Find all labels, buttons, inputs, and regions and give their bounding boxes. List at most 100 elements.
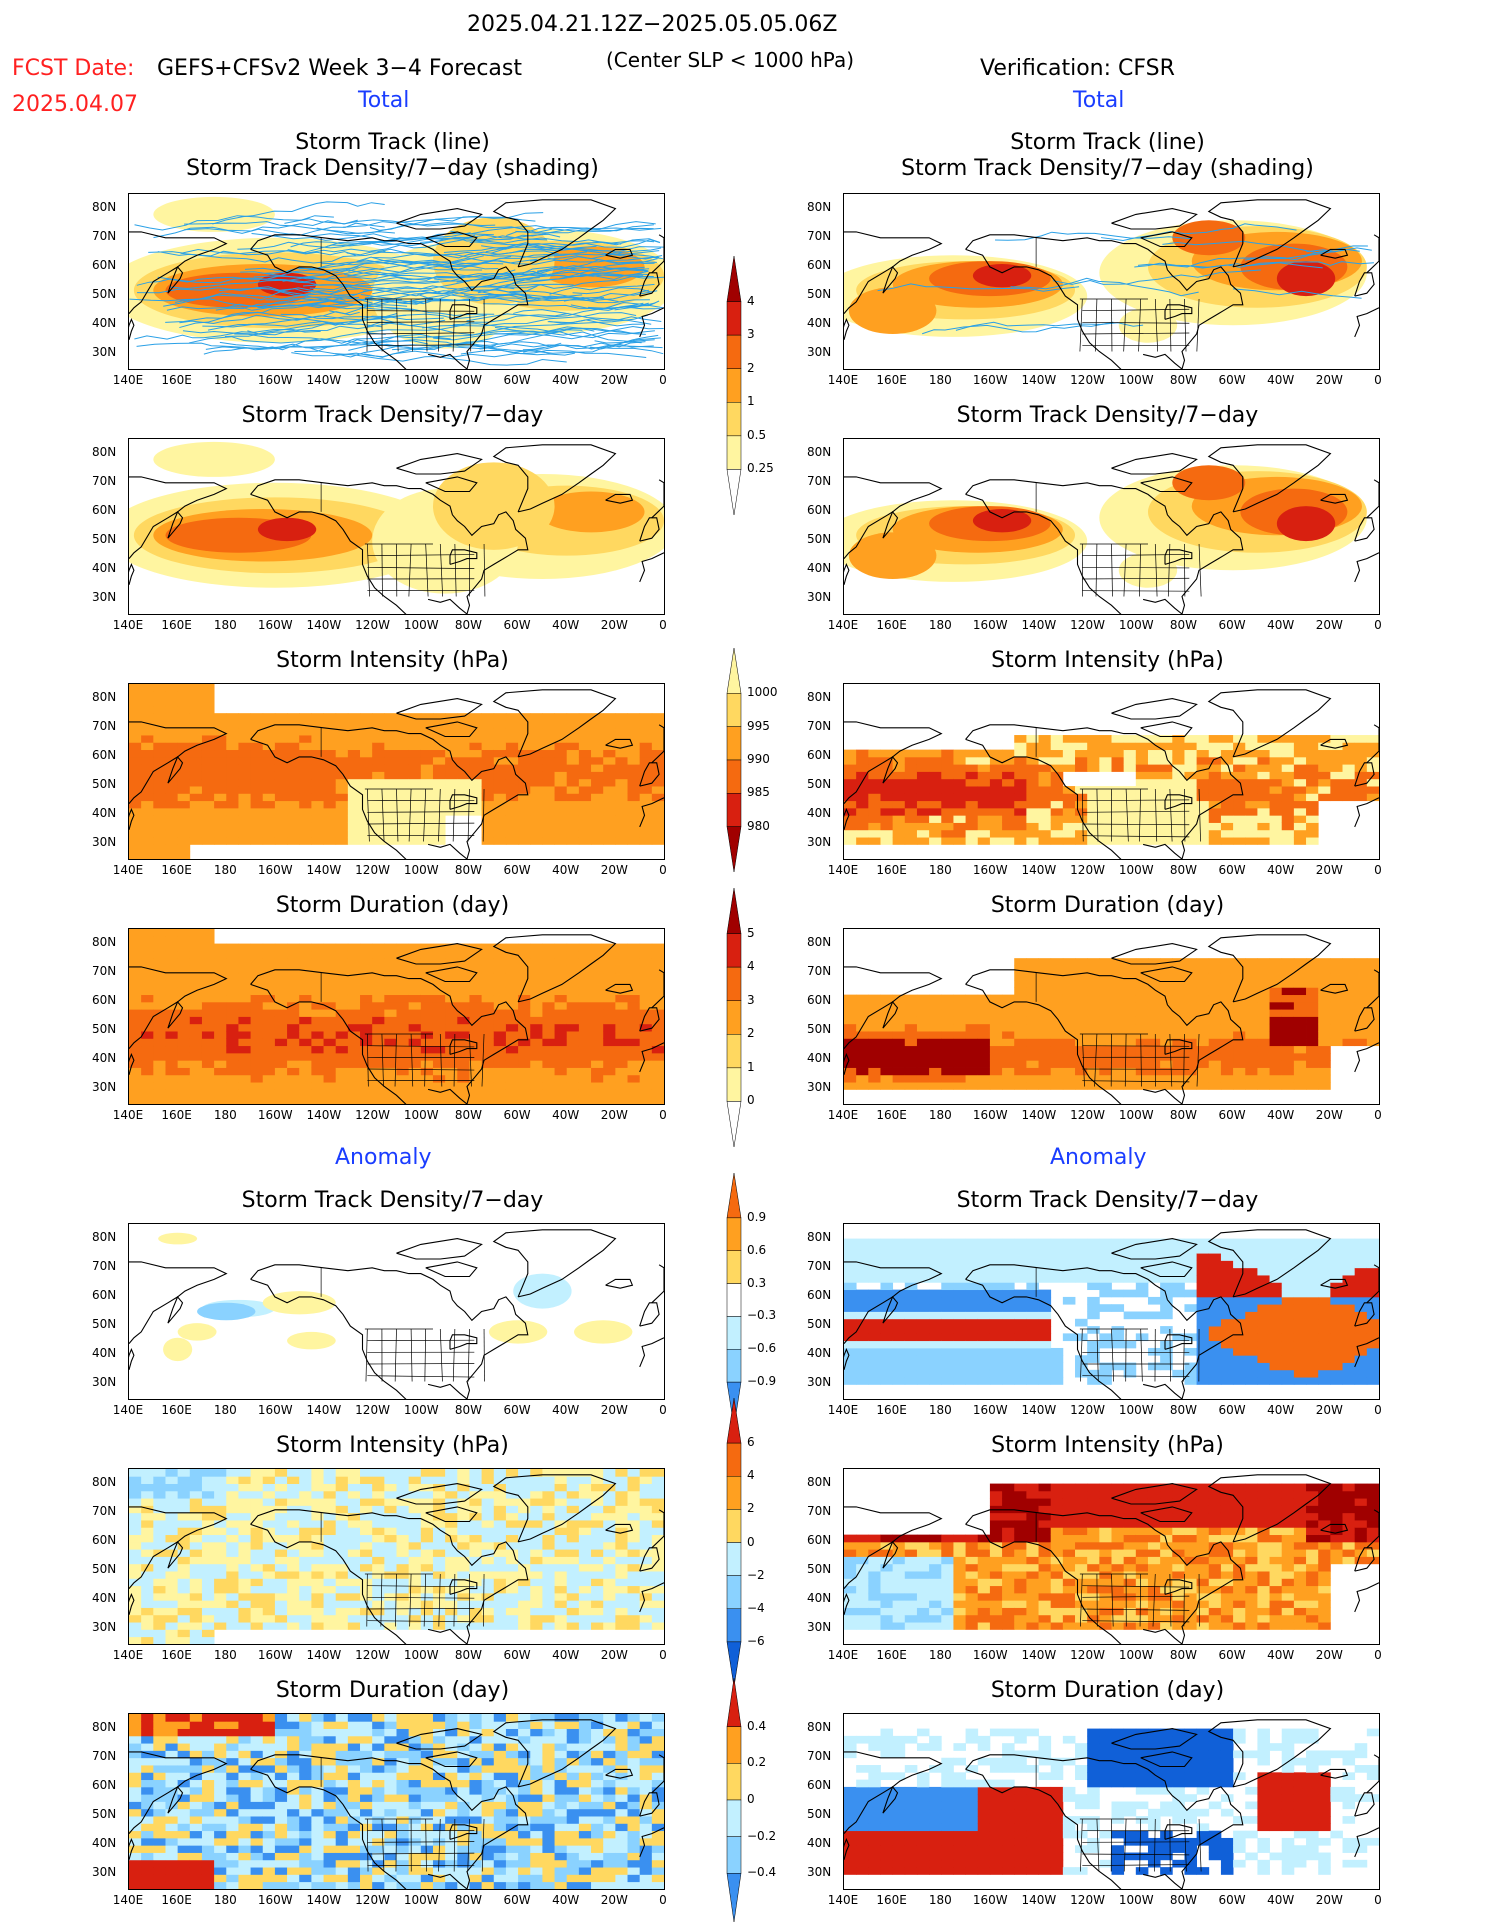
colorbar-intensity-anom: [726, 1397, 742, 1688]
lon-label: 80W: [454, 1403, 483, 1417]
panel-title-track-left: Storm Track (line) Storm Track Density/7−…: [186, 130, 599, 181]
lon-label: 160E: [161, 863, 192, 877]
lon-label: 140E: [827, 1403, 859, 1417]
panel-title-intensity-right: Storm Intensity (hPa): [991, 648, 1224, 673]
lon-label: 20W: [600, 1648, 628, 1662]
lon-label: 20W: [1315, 618, 1343, 632]
lon-label: 100W: [1118, 618, 1154, 632]
colorbar-intensity-anom-label: −4: [747, 1600, 765, 1615]
lon-label: 140W: [306, 373, 342, 387]
lat-label: 30N: [92, 1375, 117, 1390]
lat-label: 30N: [807, 1080, 832, 1095]
lon-label: 160E: [876, 863, 907, 877]
lat-label: 70N: [92, 228, 117, 243]
lon-label: 100W: [1118, 1403, 1154, 1417]
lat-label: 40N: [807, 561, 832, 576]
lat-label: 40N: [807, 1836, 832, 1851]
lon-label: 40W: [552, 373, 580, 387]
map-panel-track-forecast: [128, 193, 665, 370]
lon-label: 120W: [1070, 1108, 1105, 1122]
lat-label: 40N: [807, 316, 832, 331]
lat-label: 30N: [92, 835, 117, 850]
map-panel-duration-verification: [843, 928, 1380, 1105]
lon-label: 40W: [1267, 618, 1295, 632]
fcst-date: 2025.04.07: [12, 92, 138, 117]
lat-label: 40N: [92, 1051, 117, 1066]
lon-label: 80W: [1169, 618, 1198, 632]
lon-label: 0: [659, 373, 667, 387]
lat-label: 80N: [807, 1474, 832, 1489]
colorbar-intensity-total-label: 1000: [747, 685, 778, 700]
lon-label: 180: [928, 1648, 952, 1662]
map-panel-aintensity-forecast: [128, 1468, 665, 1645]
colorbar-density-total: [726, 255, 742, 516]
lat-label: 80N: [807, 1229, 832, 1244]
map-plot-adensity: [844, 1229, 1379, 1399]
lon-label: 160E: [876, 1403, 907, 1417]
lon-label: 20W: [1315, 1108, 1343, 1122]
lon-label: 0: [1374, 618, 1382, 632]
lon-label: 140E: [827, 1108, 859, 1122]
lon-label: 180: [213, 618, 237, 632]
lat-label: 30N: [92, 345, 117, 360]
lon-label: 0: [1374, 1893, 1382, 1907]
lat-label: 50N: [807, 1807, 832, 1822]
colorbar-density-total-label: 2: [747, 360, 755, 375]
map-plot-aduration: [844, 1719, 1379, 1889]
lat-label: 80N: [807, 934, 832, 949]
criterion-label: (Center SLP < 1000 hPa): [606, 48, 854, 72]
lon-label: 0: [1374, 1648, 1382, 1662]
colorbar-density-total-label: 0.5: [747, 427, 767, 442]
colorbar-duration-total: [726, 887, 742, 1148]
map-panel-intensity-verification: [843, 683, 1380, 860]
lon-label: 40W: [552, 1893, 580, 1907]
colorbar-duration-anom: [726, 1677, 742, 1923]
lon-label: 100W: [403, 1403, 439, 1417]
lon-label: 120W: [355, 1893, 390, 1907]
lon-label: 160E: [161, 1893, 192, 1907]
lon-label: 20W: [600, 618, 628, 632]
lat-label: 50N: [807, 1317, 832, 1332]
panel-title-duration-right: Storm Duration (day): [990, 893, 1225, 918]
lat-label: 50N: [92, 1317, 117, 1332]
lon-label: 180: [213, 1648, 237, 1662]
colorbar-density-anom-label: 0.6: [747, 1242, 767, 1257]
lon-label: 160E: [876, 1893, 907, 1907]
lon-label: 20W: [600, 1108, 628, 1122]
lat-label: 60N: [92, 1777, 117, 1792]
lat-label: 30N: [92, 1620, 117, 1635]
lon-label: 160E: [876, 1648, 907, 1662]
lon-label: 80W: [1169, 1108, 1198, 1122]
lon-label: 100W: [1118, 1108, 1154, 1122]
lon-label: 140E: [827, 1893, 859, 1907]
panel-title-anom-duration-right: Storm Duration (day): [990, 1678, 1225, 1703]
lon-label: 180: [928, 373, 952, 387]
lon-label: 140E: [112, 373, 144, 387]
lat-label: 70N: [807, 473, 832, 488]
lon-label: 100W: [403, 618, 439, 632]
lat-label: 50N: [92, 287, 117, 302]
lat-label: 60N: [807, 502, 832, 517]
lon-label: 160E: [161, 373, 192, 387]
lat-label: 50N: [92, 1022, 117, 1037]
lon-label: 140E: [112, 1403, 144, 1417]
lon-label: 160W: [972, 1648, 1008, 1662]
lon-label: 100W: [403, 863, 439, 877]
lon-label: 100W: [403, 1893, 439, 1907]
lat-label: 80N: [807, 444, 832, 459]
lon-label: 20W: [600, 373, 628, 387]
colorbar-duration-anom-label: −0.4: [747, 1865, 777, 1880]
map-plot-aduration: [129, 1714, 664, 1889]
lon-label: 60W: [1218, 373, 1246, 387]
lon-label: 180: [213, 1893, 237, 1907]
lon-label: 100W: [403, 1648, 439, 1662]
colorbar-duration-anom-label: 0.2: [747, 1755, 767, 1770]
total-left-label: Total: [358, 88, 410, 113]
map-plot-duration: [844, 934, 1379, 1104]
map-plot-intensity: [129, 684, 664, 859]
lon-label: 40W: [552, 1403, 580, 1417]
lon-label: 60W: [503, 1403, 531, 1417]
colorbar-density-anom-label: 0.9: [747, 1209, 767, 1224]
lon-label: 100W: [1118, 1648, 1154, 1662]
lon-label: 140W: [1021, 373, 1057, 387]
